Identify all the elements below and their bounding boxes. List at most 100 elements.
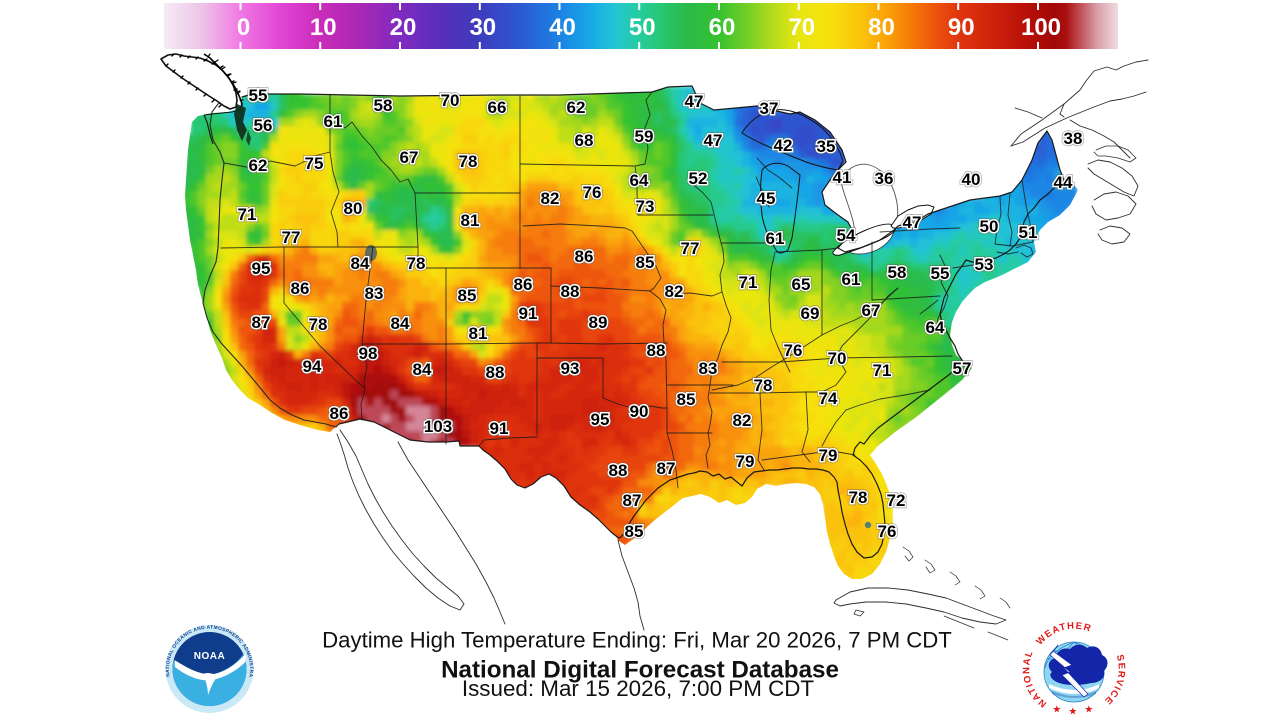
svg-text:47: 47 [704, 131, 723, 150]
svg-text:78: 78 [309, 315, 328, 334]
svg-text:84: 84 [351, 254, 370, 273]
svg-text:64: 64 [926, 318, 945, 337]
svg-text:87: 87 [657, 459, 676, 478]
svg-text:76: 76 [784, 341, 803, 360]
svg-text:88: 88 [486, 363, 505, 382]
svg-text:87: 87 [623, 491, 642, 510]
svg-text:85: 85 [636, 253, 655, 272]
svg-text:41: 41 [833, 168, 852, 187]
svg-text:61: 61 [842, 270, 861, 289]
svg-text:20: 20 [390, 14, 417, 41]
svg-text:45: 45 [757, 189, 776, 208]
svg-text:52: 52 [689, 169, 708, 188]
svg-text:72: 72 [887, 491, 906, 510]
svg-text:75: 75 [305, 154, 324, 173]
svg-text:53: 53 [975, 255, 994, 274]
svg-text:94: 94 [303, 357, 322, 376]
svg-text:79: 79 [819, 446, 838, 465]
svg-text:57: 57 [953, 359, 972, 378]
svg-text:72: 72 [887, 491, 906, 510]
svg-text:57: 57 [953, 359, 972, 378]
svg-text:68: 68 [575, 131, 594, 150]
svg-text:61: 61 [324, 112, 343, 131]
svg-text:58: 58 [888, 263, 907, 282]
svg-text:85: 85 [636, 253, 655, 272]
svg-text:88: 88 [561, 282, 580, 301]
svg-text:62: 62 [249, 156, 268, 175]
svg-text:91: 91 [490, 419, 509, 438]
svg-text:70: 70 [441, 91, 460, 110]
svg-text:84: 84 [413, 360, 432, 379]
svg-text:73: 73 [636, 197, 655, 216]
svg-text:90: 90 [630, 402, 649, 421]
svg-text:89: 89 [589, 313, 608, 332]
svg-text:84: 84 [351, 254, 370, 273]
svg-text:35: 35 [817, 137, 836, 156]
svg-text:65: 65 [792, 275, 811, 294]
svg-text:103: 103 [424, 417, 452, 436]
svg-text:71: 71 [873, 361, 892, 380]
svg-text:78: 78 [407, 254, 426, 273]
svg-text:★: ★ [1053, 704, 1062, 714]
svg-text:80: 80 [344, 199, 363, 218]
svg-text:88: 88 [486, 363, 505, 382]
svg-text:47: 47 [685, 92, 704, 111]
svg-text:58: 58 [374, 96, 393, 115]
svg-text:100: 100 [1021, 14, 1061, 41]
svg-text:74: 74 [819, 389, 838, 408]
svg-text:★: ★ [1085, 704, 1094, 714]
svg-text:61: 61 [324, 112, 343, 131]
svg-text:67: 67 [862, 301, 881, 320]
svg-text:67: 67 [862, 301, 881, 320]
svg-text:44: 44 [1054, 173, 1073, 192]
svg-text:NOAA: NOAA [194, 651, 225, 662]
svg-text:62: 62 [249, 156, 268, 175]
svg-text:76: 76 [878, 522, 897, 541]
svg-text:71: 71 [873, 361, 892, 380]
svg-text:0: 0 [237, 14, 250, 41]
svg-text:★: ★ [1069, 706, 1078, 716]
svg-text:88: 88 [647, 341, 666, 360]
svg-text:55: 55 [249, 86, 268, 105]
svg-text:68: 68 [575, 131, 594, 150]
svg-text:62: 62 [567, 98, 586, 117]
svg-text:91: 91 [490, 419, 509, 438]
svg-text:78: 78 [407, 254, 426, 273]
svg-text:55: 55 [249, 86, 268, 105]
svg-text:84: 84 [413, 360, 432, 379]
svg-text:38: 38 [1064, 129, 1083, 148]
svg-text:40: 40 [962, 170, 981, 189]
svg-text:64: 64 [926, 318, 945, 337]
svg-text:81: 81 [469, 324, 488, 343]
svg-text:44: 44 [1054, 173, 1073, 192]
svg-text:88: 88 [647, 341, 666, 360]
svg-text:90: 90 [630, 402, 649, 421]
svg-text:82: 82 [733, 411, 752, 430]
svg-text:85: 85 [458, 286, 477, 305]
svg-text:52: 52 [689, 169, 708, 188]
svg-text:86: 86 [514, 275, 533, 294]
svg-text:54: 54 [837, 226, 856, 245]
svg-text:40: 40 [962, 170, 981, 189]
svg-text:79: 79 [736, 452, 755, 471]
svg-text:88: 88 [561, 282, 580, 301]
svg-text:91: 91 [519, 304, 538, 323]
svg-text:87: 87 [252, 313, 271, 332]
svg-text:Daytime High Temperature Endin: Daytime High Temperature Ending: Fri, Ma… [322, 628, 952, 653]
svg-text:76: 76 [583, 183, 602, 202]
svg-text:81: 81 [469, 324, 488, 343]
svg-text:42: 42 [774, 136, 793, 155]
svg-text:47: 47 [903, 213, 922, 232]
svg-text:78: 78 [849, 488, 868, 507]
svg-text:75: 75 [305, 154, 324, 173]
svg-text:88: 88 [609, 461, 628, 480]
svg-text:98: 98 [359, 344, 378, 363]
svg-text:51: 51 [1019, 223, 1038, 242]
svg-text:86: 86 [291, 279, 310, 298]
svg-text:95: 95 [591, 410, 610, 429]
svg-text:47: 47 [704, 131, 723, 150]
svg-text:64: 64 [630, 171, 649, 190]
svg-text:78: 78 [309, 315, 328, 334]
svg-text:78: 78 [459, 152, 478, 171]
svg-text:82: 82 [665, 282, 684, 301]
